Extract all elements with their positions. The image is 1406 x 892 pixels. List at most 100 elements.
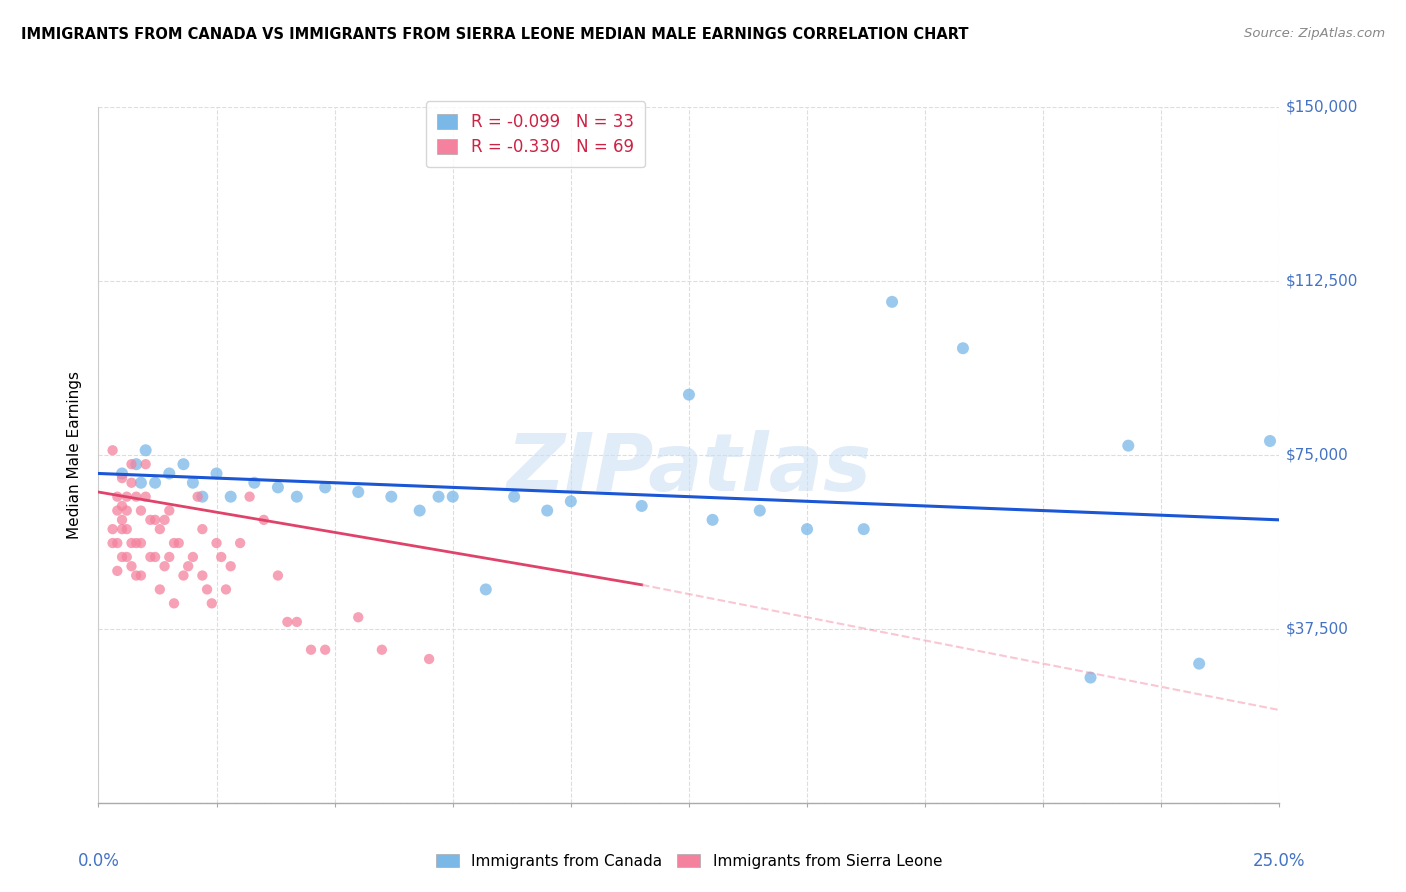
Point (172, 457, 194, 471)
Point (209, 549, 232, 564)
Text: 25.0%: 25.0% (1253, 852, 1306, 870)
Point (1116, 439, 1139, 453)
Point (105, 536, 128, 550)
Point (952, 341, 974, 355)
Point (105, 503, 128, 517)
Point (427, 490, 450, 504)
Point (191, 490, 214, 504)
Text: $150,000: $150,000 (1285, 100, 1358, 114)
Point (536, 503, 558, 517)
Point (105, 490, 128, 504)
Point (167, 536, 190, 550)
Point (135, 457, 157, 471)
Point (380, 490, 402, 504)
Point (121, 475, 143, 490)
Point (157, 503, 180, 517)
Point (139, 549, 162, 564)
Point (115, 490, 138, 504)
Point (219, 559, 242, 574)
Point (111, 549, 134, 564)
Point (560, 494, 582, 508)
Point (285, 615, 308, 629)
Point (143, 513, 166, 527)
Point (1080, 671, 1102, 685)
Point (135, 443, 157, 458)
Text: 0.0%: 0.0% (77, 852, 120, 870)
Legend: R = -0.099   N = 33, R = -0.330   N = 69: R = -0.099 N = 33, R = -0.330 N = 69 (426, 102, 645, 168)
Point (371, 642, 394, 657)
Point (101, 443, 124, 458)
Point (314, 642, 336, 657)
Point (1258, 434, 1281, 448)
Text: $37,500: $37,500 (1285, 622, 1348, 636)
Point (219, 490, 242, 504)
Point (852, 522, 875, 536)
Y-axis label: Median Male Earnings: Median Male Earnings (67, 371, 83, 539)
Point (181, 475, 204, 490)
Point (267, 568, 290, 582)
Point (285, 490, 308, 504)
Point (191, 522, 214, 536)
Point (129, 475, 152, 490)
Point (101, 522, 124, 536)
Point (195, 582, 218, 597)
Point (267, 480, 290, 494)
Point (121, 457, 143, 471)
Point (115, 522, 138, 536)
Point (475, 582, 498, 597)
Point (441, 490, 464, 504)
Point (172, 568, 194, 582)
Point (111, 471, 134, 485)
Point (111, 467, 134, 481)
Point (239, 490, 262, 504)
Point (101, 536, 124, 550)
Point (215, 582, 238, 597)
Point (630, 499, 652, 513)
Point (143, 549, 166, 564)
Point (702, 513, 724, 527)
Point (187, 490, 209, 504)
Point (191, 568, 214, 582)
Point (125, 536, 148, 550)
Point (125, 457, 148, 471)
Point (125, 568, 148, 582)
Point (121, 536, 143, 550)
Point (229, 536, 252, 550)
Point (157, 549, 180, 564)
Point (121, 559, 143, 574)
Point (205, 536, 228, 550)
Point (149, 582, 172, 597)
Point (115, 549, 138, 564)
Point (205, 467, 228, 481)
Point (111, 499, 134, 513)
Point (243, 475, 266, 490)
Point (111, 522, 134, 536)
Point (201, 596, 224, 610)
Point (1188, 657, 1211, 671)
Text: IMMIGRANTS FROM CANADA VS IMMIGRANTS FROM SIERRA LEONE MEDIAN MALE EARNINGS CORR: IMMIGRANTS FROM CANADA VS IMMIGRANTS FRO… (21, 27, 969, 42)
Point (299, 642, 322, 657)
Point (125, 490, 148, 504)
Point (503, 490, 526, 504)
Text: $75,000: $75,000 (1285, 448, 1348, 462)
Point (163, 536, 186, 550)
Text: ZIPatlas: ZIPatlas (506, 430, 872, 508)
Point (129, 503, 152, 517)
Point (347, 485, 370, 500)
Point (105, 564, 128, 578)
Point (347, 610, 370, 624)
Point (149, 522, 172, 536)
Point (153, 559, 176, 574)
Point (678, 387, 700, 401)
Point (253, 513, 276, 527)
Point (418, 652, 440, 666)
Point (139, 513, 162, 527)
Point (276, 615, 298, 629)
Point (129, 536, 152, 550)
Point (314, 480, 336, 494)
Point (135, 490, 157, 504)
Point (181, 549, 204, 564)
Point (111, 513, 134, 527)
Point (157, 467, 180, 481)
Text: Source: ZipAtlas.com: Source: ZipAtlas.com (1244, 27, 1385, 40)
